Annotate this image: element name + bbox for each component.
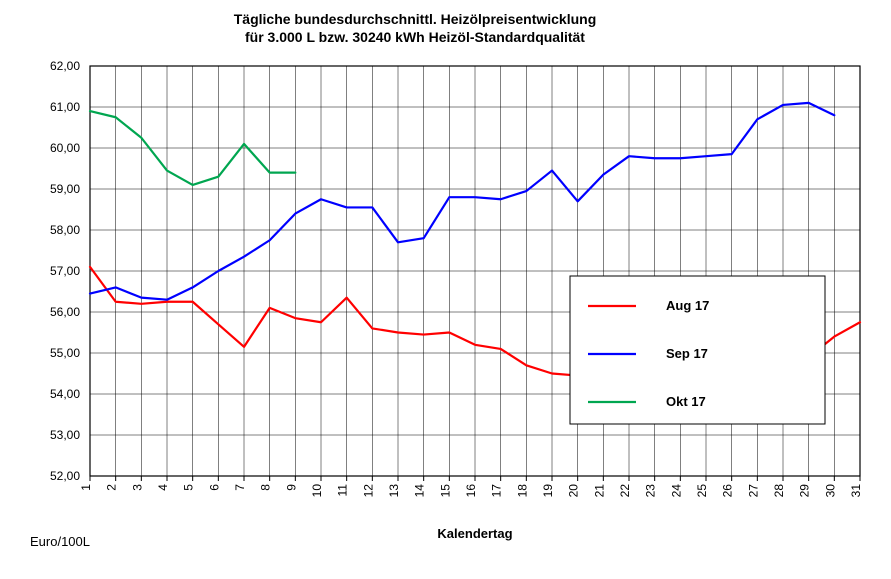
- x-tick-label: 3: [130, 484, 144, 491]
- x-tick-label: 8: [259, 484, 273, 491]
- y-tick-label: 62,00: [50, 59, 80, 73]
- x-tick-label: 18: [515, 484, 529, 498]
- y-tick-label: 53,00: [50, 428, 80, 442]
- x-tick-label: 28: [772, 484, 786, 498]
- legend-label: Aug 17: [666, 298, 709, 313]
- x-tick-label: 9: [284, 484, 298, 491]
- line-chart-svg: Tägliche bundesdurchschnittl. Heizölprei…: [0, 0, 891, 579]
- chart-title-line2: für 3.000 L bzw. 30240 kWh Heizöl-Standa…: [245, 29, 585, 45]
- y-tick-label: 60,00: [50, 141, 80, 155]
- y-tick-label: 61,00: [50, 100, 80, 114]
- legend-label: Sep 17: [666, 346, 708, 361]
- y-tick-label: 54,00: [50, 387, 80, 401]
- x-tick-label: 14: [413, 484, 427, 498]
- x-tick-label: 15: [438, 484, 452, 498]
- x-axis-label: Kalendertag: [437, 526, 512, 541]
- x-tick-label: 22: [618, 484, 632, 498]
- y-tick-label: 57,00: [50, 264, 80, 278]
- x-tick-label: 7: [233, 484, 247, 491]
- x-tick-label: 4: [156, 484, 170, 491]
- x-tick-label: 2: [105, 484, 119, 491]
- y-axis-unit-label: Euro/100L: [30, 534, 90, 549]
- x-tick-label: 25: [695, 484, 709, 498]
- x-tick-label: 24: [669, 484, 683, 498]
- x-tick-label: 10: [310, 484, 324, 498]
- x-tick-label: 20: [567, 484, 581, 498]
- x-tick-label: 26: [721, 484, 735, 498]
- legend-label: Okt 17: [666, 394, 706, 409]
- y-tick-label: 52,00: [50, 469, 80, 483]
- x-tick-label: 30: [823, 484, 837, 498]
- x-tick-label: 6: [207, 484, 221, 491]
- x-tick-label: 17: [490, 484, 504, 498]
- x-tick-label: 19: [541, 484, 555, 498]
- x-tick-label: 11: [336, 484, 350, 497]
- legend: Aug 17 Sep 17 Okt 17: [570, 276, 825, 424]
- y-tick-label: 58,00: [50, 223, 80, 237]
- y-tick-label: 56,00: [50, 305, 80, 319]
- x-tick-label: 16: [464, 484, 478, 498]
- x-tick-label: 5: [182, 484, 196, 491]
- x-tick-label: 23: [644, 484, 658, 498]
- x-tick-label: 12: [361, 484, 375, 498]
- chart-title-line1: Tägliche bundesdurchschnittl. Heizölprei…: [234, 11, 597, 27]
- x-tick-label: 27: [746, 484, 760, 498]
- x-tick-label: 1: [79, 484, 93, 491]
- y-tick-label: 59,00: [50, 182, 80, 196]
- chart-container: Tägliche bundesdurchschnittl. Heizölprei…: [0, 0, 891, 579]
- y-tick-label: 55,00: [50, 346, 80, 360]
- x-tick-label: 31: [849, 484, 863, 498]
- x-tick-label: 29: [798, 484, 812, 498]
- x-tick-label: 21: [592, 484, 606, 498]
- x-tick-label: 13: [387, 484, 401, 498]
